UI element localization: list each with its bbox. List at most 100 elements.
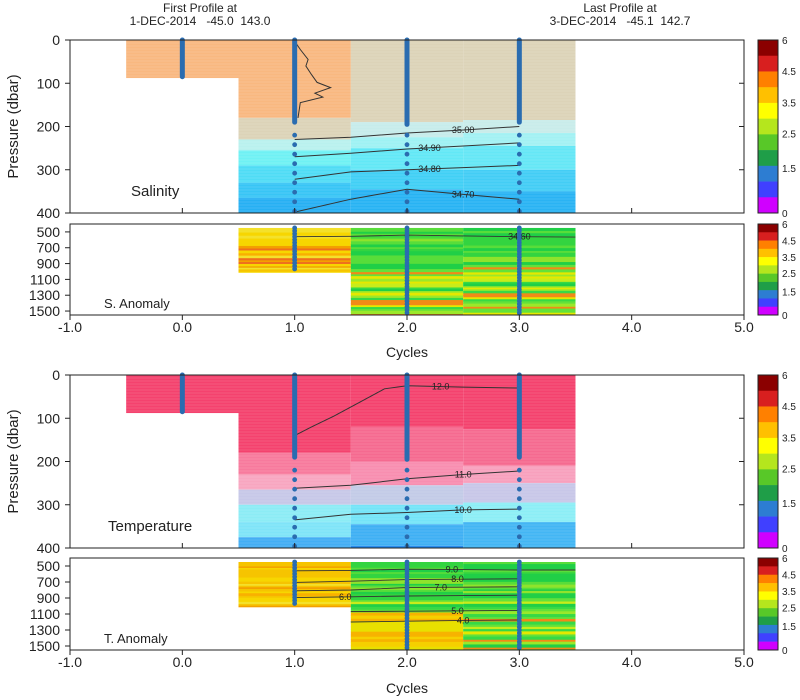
colorbar-frame xyxy=(757,39,779,214)
profile-dot xyxy=(292,266,298,272)
anomaly-colorbar-swatch xyxy=(758,265,778,274)
heatmap-cell xyxy=(350,485,464,505)
y-tick-label: 0 xyxy=(52,367,60,383)
contour-label: 12.0 xyxy=(432,382,450,392)
anomaly-colorbar-tick-label: 4.5 xyxy=(782,571,796,582)
contour-line xyxy=(294,385,520,437)
contour-label: 34.80 xyxy=(418,164,441,174)
profile-dot xyxy=(404,467,410,473)
contour-line xyxy=(294,142,520,158)
y-axis-label: Pressure (dbar) xyxy=(5,409,22,513)
colorbar-swatch xyxy=(758,102,778,119)
x-axis-label: Cycles xyxy=(386,344,428,360)
profile-dot xyxy=(516,496,522,502)
x-tick-label: -1.0 xyxy=(58,654,82,670)
profile-dot xyxy=(516,534,522,540)
y-axis-label: Pressure (dbar) xyxy=(5,74,22,178)
heatmap-cell xyxy=(463,483,576,503)
contour-label: 35.00 xyxy=(452,125,475,135)
anomaly-cell xyxy=(238,271,351,273)
anomaly-colorbar-swatch xyxy=(758,281,778,291)
first-profile-label: First Profile at xyxy=(162,1,237,15)
anomaly-colorbar-tick-label: 1.5 xyxy=(782,287,796,298)
heatmap-cell xyxy=(238,504,351,523)
colorbar-swatch xyxy=(758,118,778,135)
profile-dot xyxy=(292,486,298,492)
anomaly-colorbar-tick-label: 1.5 xyxy=(782,622,796,633)
anomaly-colorbar-swatch xyxy=(758,574,778,584)
colorbar-swatch xyxy=(758,422,778,439)
panel-title: Salinity xyxy=(131,183,180,200)
anomaly-colorbar-swatch xyxy=(758,633,778,642)
profile-dot xyxy=(292,477,298,483)
profile-dot xyxy=(404,161,410,167)
colorbar-tick-label: 6 xyxy=(782,371,788,382)
profile-dot xyxy=(404,310,410,316)
last-profile-label: Last Profile at xyxy=(583,1,657,15)
heatmap-cell xyxy=(238,150,351,166)
contour-label: 11.0 xyxy=(455,469,472,479)
contour-line xyxy=(294,508,520,521)
anomaly-contour-label: 4.0 xyxy=(457,615,470,625)
profile-dot xyxy=(292,151,298,157)
colorbar-tick-label: 3.5 xyxy=(782,98,796,109)
profile-dot xyxy=(292,505,298,511)
anomaly-contour-line xyxy=(294,234,576,238)
x-tick-label: 5.0 xyxy=(734,319,754,335)
profile-dot xyxy=(404,645,410,651)
profile-dot xyxy=(292,189,298,195)
anomaly-y-tick-label: 1500 xyxy=(29,303,60,319)
profile-dot xyxy=(292,515,298,521)
anomaly-colorbar-swatch xyxy=(758,232,778,241)
anomaly-y-tick-label: 1300 xyxy=(29,622,60,638)
anomaly-colorbar-swatch xyxy=(758,290,778,299)
profile-dot xyxy=(404,180,410,186)
anomaly-colorbar-swatch xyxy=(758,240,778,250)
heatmap-cell xyxy=(463,120,576,133)
contour-label: 34.70 xyxy=(452,189,475,199)
profile-dot xyxy=(516,199,522,205)
colorbar-swatch xyxy=(758,532,778,549)
profile-dot xyxy=(292,180,298,186)
anomaly-y-tick-label: 900 xyxy=(37,256,61,272)
contour-label: 10.0 xyxy=(454,505,472,515)
anomaly-colorbar-tick-label: 3.5 xyxy=(782,253,796,264)
anomaly-colorbar-swatch xyxy=(758,558,778,567)
profile-dot xyxy=(292,170,298,176)
anomaly-label: T. Anomaly xyxy=(104,631,168,646)
colorbar-swatch xyxy=(758,40,778,57)
anomaly-y-tick-label: 1300 xyxy=(29,287,60,303)
anomaly-colorbar-tick-label: 6 xyxy=(782,554,788,565)
anomaly-colorbar-swatch xyxy=(758,248,778,258)
anomaly-colorbar-swatch xyxy=(758,641,778,651)
profile-dot xyxy=(404,496,410,502)
anomaly-colorbar-tick-label: 0 xyxy=(782,646,788,657)
profile-dot xyxy=(292,161,298,167)
colorbar-tick-label: 6 xyxy=(782,36,788,47)
y-tick-label: 100 xyxy=(37,410,61,426)
anomaly-colorbar-tick-label: 4.5 xyxy=(782,236,796,247)
anomaly-y-tick-label: 1100 xyxy=(30,606,60,622)
x-tick-label: 2.0 xyxy=(397,654,417,670)
colorbar-swatch xyxy=(758,406,778,423)
heatmap-cell xyxy=(238,452,351,475)
colorbar-swatch xyxy=(758,181,778,198)
anomaly-colorbar-swatch xyxy=(758,224,778,233)
heatmap-cell xyxy=(463,502,576,523)
profile-dot xyxy=(516,477,522,483)
anomaly-y-tick-label: 500 xyxy=(37,224,61,240)
x-axis-label: Cycles xyxy=(386,680,428,696)
anomaly-colorbar-frame xyxy=(757,557,779,651)
x-tick-label: 0.0 xyxy=(173,319,193,335)
profile-dot xyxy=(516,180,522,186)
anomaly-colorbar-swatch xyxy=(758,257,778,266)
profile-dot xyxy=(292,132,298,138)
profile-dot xyxy=(516,310,522,316)
profile-dot xyxy=(404,189,410,195)
colorbar-frame xyxy=(757,374,779,549)
colorbar-swatch xyxy=(758,516,778,533)
anomaly-contour-label: 7.0 xyxy=(434,582,447,592)
anomaly-contour-label: 6.0 xyxy=(339,592,352,602)
profile-dot xyxy=(516,189,522,195)
profile-dot xyxy=(292,142,298,148)
